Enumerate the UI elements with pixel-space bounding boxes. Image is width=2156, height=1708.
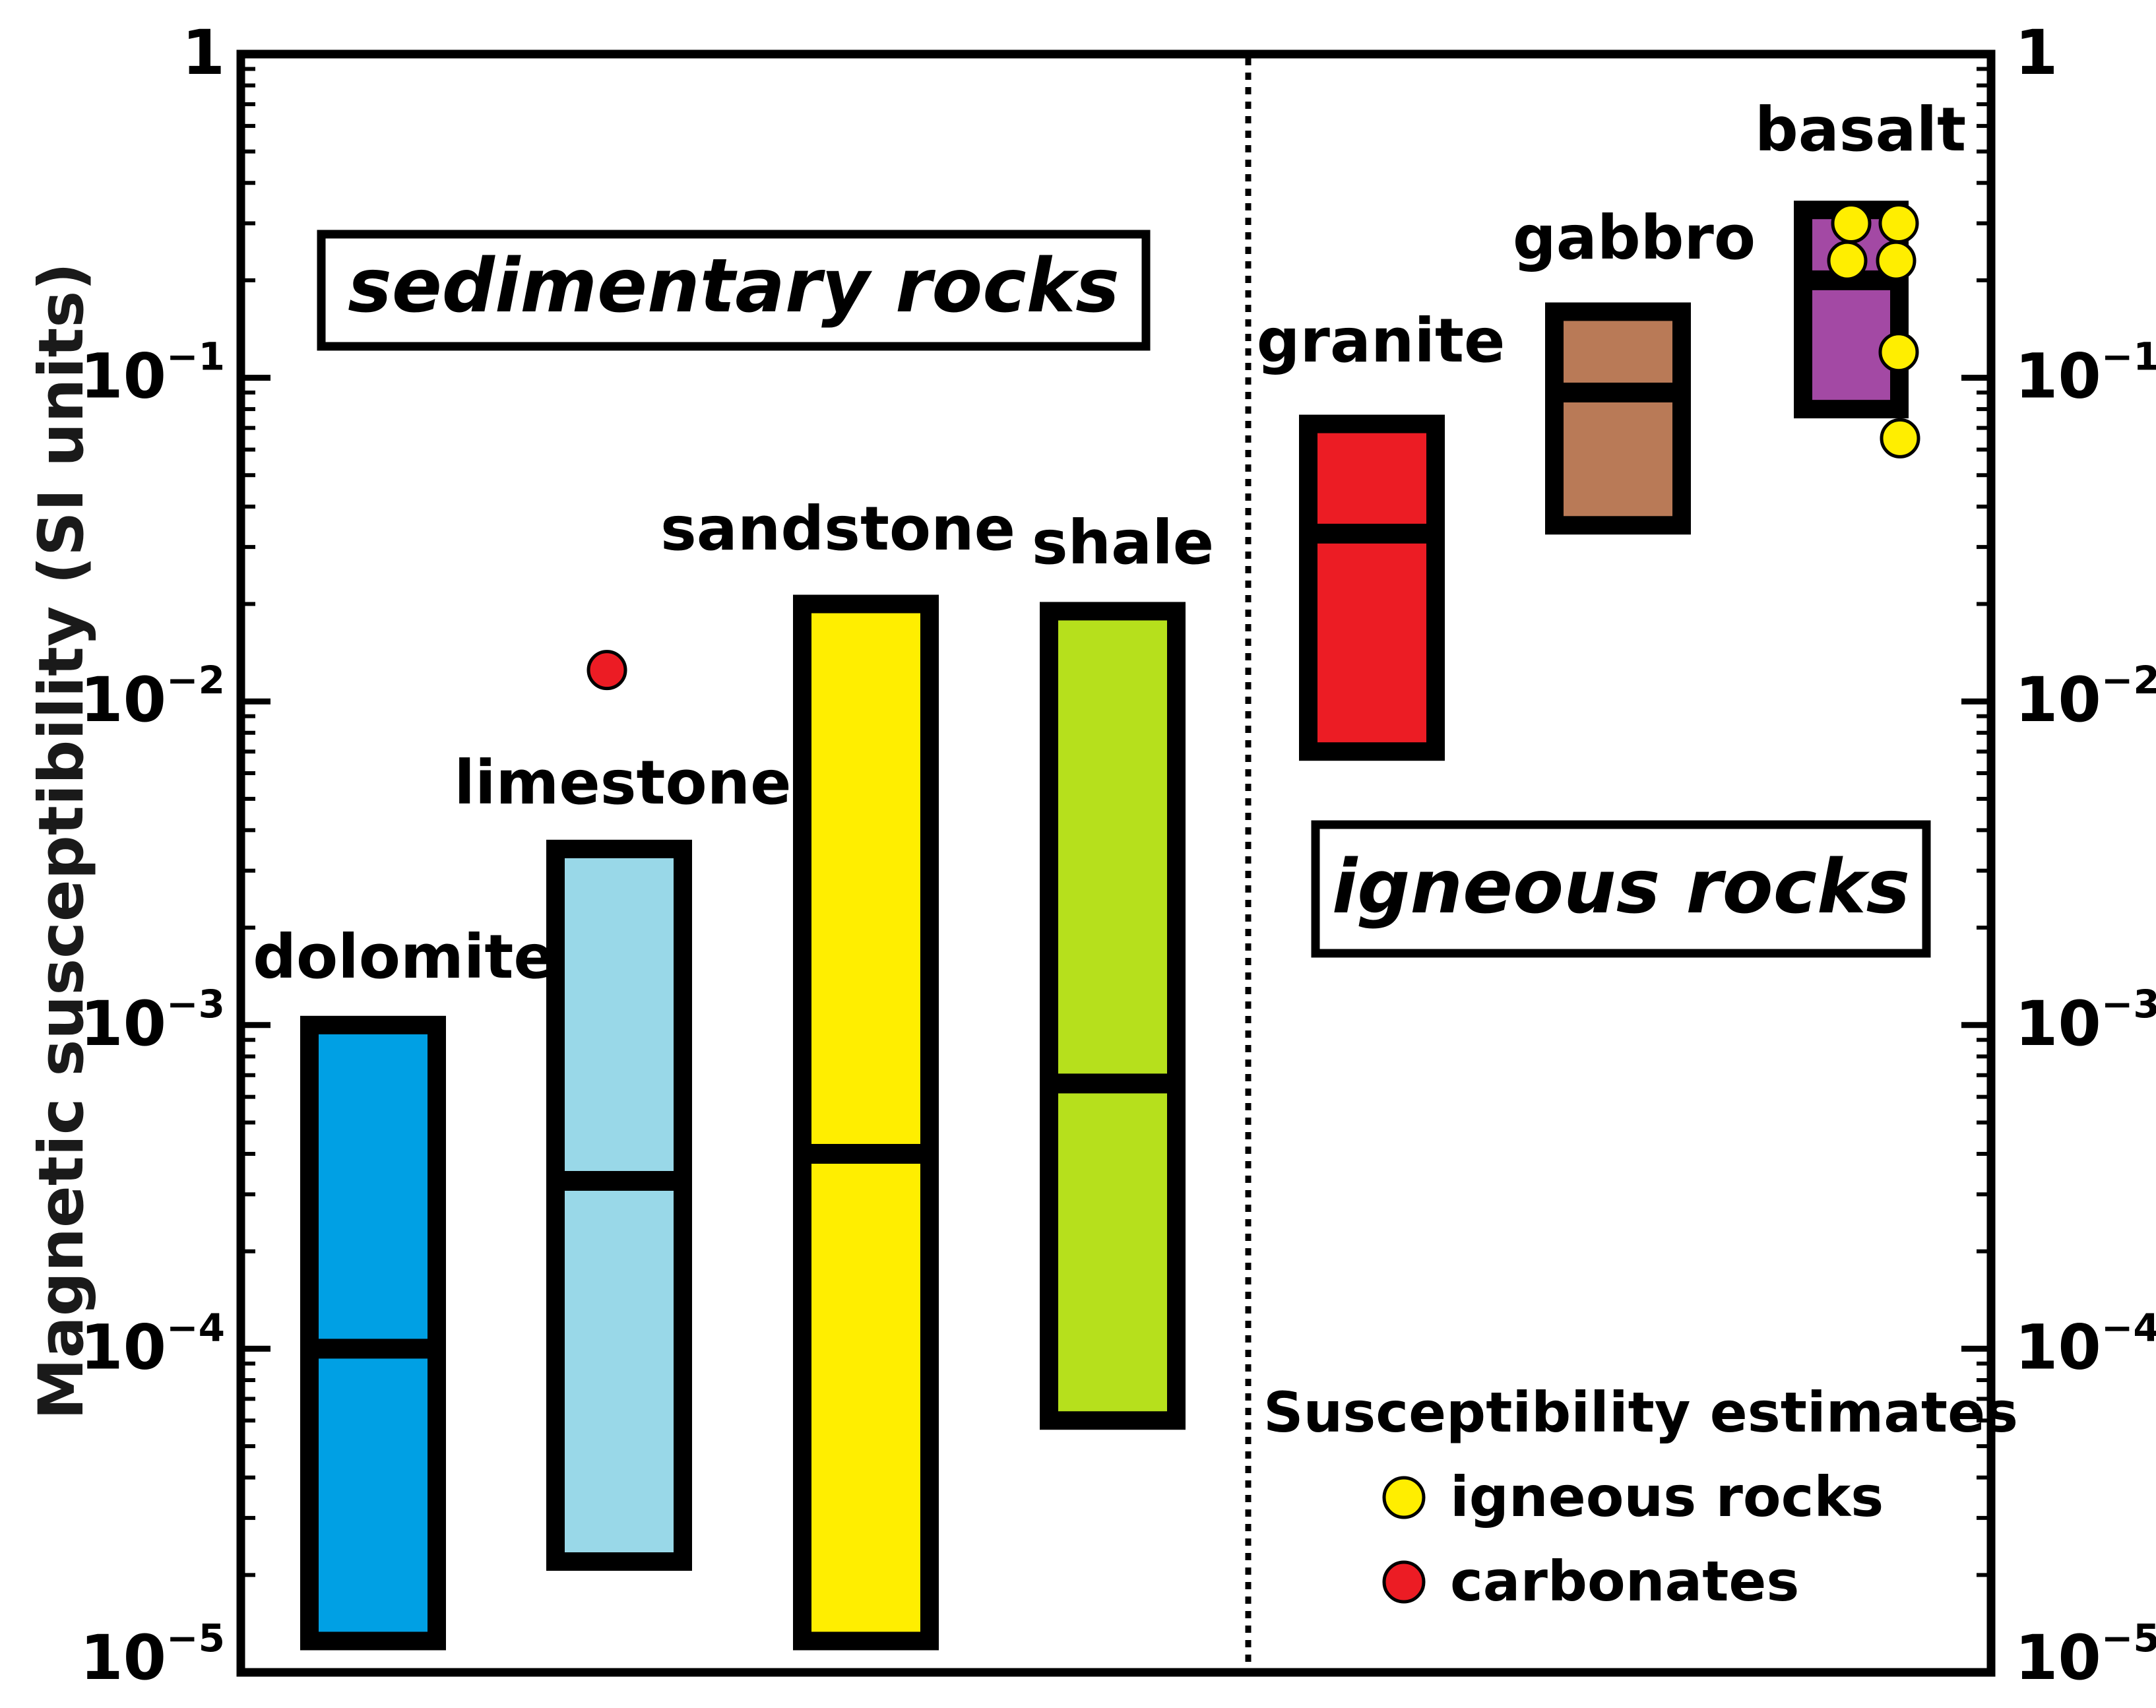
legend-marker [1382, 1476, 1426, 1519]
rock-labels: dolomite limestone sandstone shale granitega… [253, 94, 1966, 992]
legend-title: Susceptibility estimates [1263, 1380, 2018, 1445]
igneous-label: igneous rocks [1332, 844, 1910, 930]
y-tick-label-right: 10−3 [2015, 982, 2156, 1060]
dolomite-label: dolomite [253, 922, 555, 992]
range-boxes [300, 201, 1909, 1651]
legend-item-label: igneous rocks [1450, 1465, 1884, 1529]
estimate-point [1878, 203, 1919, 244]
sedimentary-label-box [317, 230, 1151, 351]
estimate-point [1876, 240, 1917, 281]
limestone-range-box [546, 839, 692, 1571]
legend: Susceptibility estimates igneous rocks car… [1263, 1380, 2018, 1614]
y-tick-label-right: 10−5 [2015, 1616, 2156, 1694]
y-tick-label-left: 10−3 [80, 982, 225, 1060]
estimate-point [1878, 332, 1919, 373]
limestone-label: limestone [454, 747, 791, 818]
estimate-point [1880, 418, 1920, 459]
gabbro-label: gabbro [1513, 203, 1756, 273]
sandstone-label: sandstone [660, 493, 1015, 564]
estimate-point [1831, 203, 1872, 244]
y-tick-label-right: 1 [2015, 17, 2058, 89]
legend-marker [1382, 1560, 1426, 1604]
plot-border [236, 49, 1996, 1677]
basalt-label: basalt [1755, 94, 1966, 165]
shale-range-box [1040, 602, 1186, 1430]
estimate-point [587, 650, 627, 691]
y-tick-label-left: 10−4 [80, 1305, 225, 1383]
axis-ticks: 1 1 10−1 10−1 10−2 10−2 10−3 10−3 10−4 10−4 10−5 10… [80, 17, 2156, 1694]
group-labels: sedimentary rocks igneous rocks [317, 230, 1931, 958]
y-tick-label-left: 1 [182, 17, 225, 89]
sandstone-range-box [793, 594, 939, 1651]
y-tick-label-left: 10−5 [80, 1616, 225, 1694]
y-tick-label-right: 10−2 [2015, 658, 2156, 736]
sedimentary-label: sedimentary rocks [348, 243, 1120, 329]
dolomite-range-box [300, 1015, 446, 1651]
granite-label: granite [1257, 305, 1506, 376]
legend-item-label: carbonates [1450, 1549, 1799, 1614]
gabbro-range-box [1545, 302, 1691, 535]
estimate-points [587, 203, 1920, 691]
y-tick-label-right: 10−1 [2015, 334, 2156, 413]
granite-range-box [1299, 414, 1445, 761]
y-tick-label-left: 10−2 [80, 658, 225, 736]
estimate-point [1827, 240, 1868, 281]
y-axis-label: Magnetic susceptibility (SI units) [26, 263, 98, 1420]
shale-label: shale [1032, 507, 1214, 578]
y-tick-label-left: 10−1 [80, 334, 225, 413]
igneous-label-box [1311, 820, 1931, 958]
y-tick-label-right: 10−4 [2015, 1305, 2156, 1383]
plot-frame [236, 49, 1996, 1677]
